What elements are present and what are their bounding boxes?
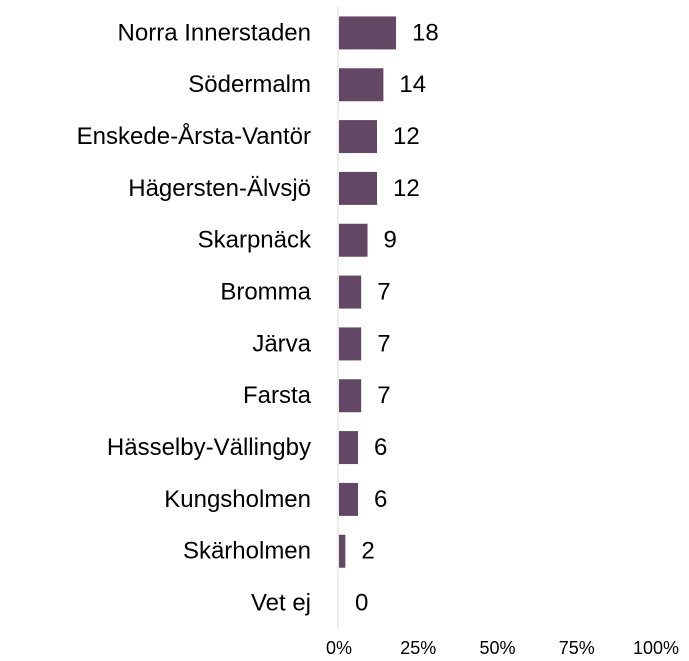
bar xyxy=(339,223,368,257)
x-tick-label: 100% xyxy=(633,638,679,658)
x-tick-label: 25% xyxy=(400,638,436,658)
value-label: 2 xyxy=(361,538,374,565)
bar xyxy=(339,275,362,309)
bar xyxy=(339,431,359,465)
y-tick-label: Skärholmen xyxy=(183,538,311,565)
x-tick-label: 0% xyxy=(326,638,352,658)
bar xyxy=(339,171,378,205)
value-label: 0 xyxy=(355,589,368,616)
y-tick-label: Järva xyxy=(252,330,311,357)
value-label: 7 xyxy=(377,330,390,357)
y-tick-label: Vet ej xyxy=(251,589,311,616)
bar xyxy=(339,379,362,413)
y-tick-label: Bromma xyxy=(220,278,311,305)
bar xyxy=(339,68,384,102)
bar xyxy=(339,482,359,516)
value-label: 12 xyxy=(393,123,420,150)
value-label: 7 xyxy=(377,382,390,409)
bar xyxy=(339,534,346,568)
y-tick-label: Farsta xyxy=(243,382,312,409)
y-tick-label: Hässelby-Vällingby xyxy=(107,434,311,461)
value-label: 7 xyxy=(377,278,390,305)
value-label: 12 xyxy=(393,175,420,202)
y-tick-label: Hägersten-Älvsjö xyxy=(128,175,311,202)
x-tick-label: 75% xyxy=(559,638,595,658)
y-tick-label: Södermalm xyxy=(188,71,311,98)
y-tick-label: Kungsholmen xyxy=(164,486,311,513)
value-label: 6 xyxy=(374,434,387,461)
x-tick-label: 50% xyxy=(479,638,515,658)
y-tick-label: Enskede-Årsta-Vantör xyxy=(77,122,311,150)
y-tick-label: Skarpnäck xyxy=(198,227,312,254)
value-label: 9 xyxy=(384,227,397,254)
value-label: 6 xyxy=(374,486,387,513)
value-label: 14 xyxy=(399,71,426,98)
bar xyxy=(339,16,397,50)
bar xyxy=(339,120,378,154)
value-label: 18 xyxy=(412,19,439,46)
bar xyxy=(339,327,362,361)
y-tick-label: Norra Innerstaden xyxy=(118,19,311,46)
